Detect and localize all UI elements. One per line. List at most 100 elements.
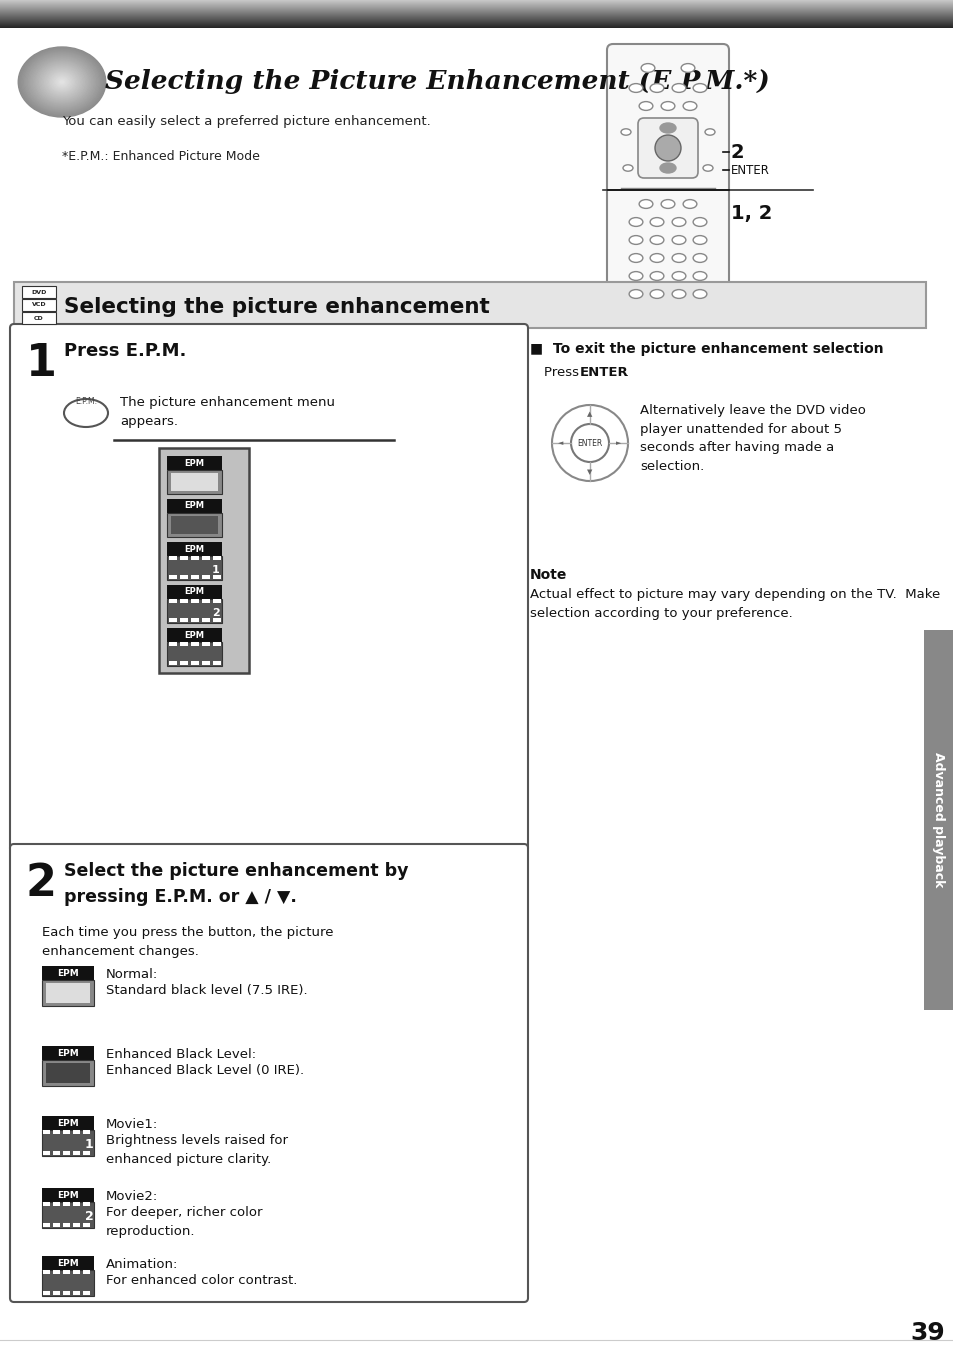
Bar [53, 1291, 60, 1295]
Bar [171, 473, 218, 491]
Ellipse shape [628, 84, 642, 93]
Ellipse shape [659, 163, 676, 173]
Ellipse shape [628, 236, 642, 244]
Ellipse shape [693, 217, 706, 226]
Ellipse shape [52, 74, 71, 90]
Text: EPM: EPM [184, 588, 204, 597]
Bar [42, 1046, 94, 1060]
Circle shape [655, 135, 680, 160]
Ellipse shape [23, 51, 101, 113]
Bar [73, 1223, 80, 1227]
Bar [202, 576, 210, 580]
Text: ■  To exit the picture enhancement selection: ■ To exit the picture enhancement select… [530, 342, 882, 356]
Bar [63, 1202, 70, 1206]
Ellipse shape [640, 63, 654, 73]
Text: EPM: EPM [57, 1190, 79, 1200]
Bar [63, 1130, 70, 1134]
Text: Normal:: Normal: [106, 968, 158, 981]
Ellipse shape [42, 66, 82, 98]
Bar [159, 448, 249, 673]
Ellipse shape [659, 123, 676, 133]
Text: ▲: ▲ [587, 411, 592, 417]
Ellipse shape [55, 77, 69, 88]
Ellipse shape [672, 253, 685, 263]
Ellipse shape [660, 200, 674, 209]
Bar [180, 555, 188, 559]
Ellipse shape [32, 58, 91, 106]
Bar [202, 599, 210, 603]
Text: Select the picture enhancement by
pressing E.P.M. or ▲ / ▼.: Select the picture enhancement by pressi… [64, 861, 408, 906]
Text: EPM: EPM [184, 631, 204, 639]
Ellipse shape [19, 49, 105, 116]
Text: The picture enhancement menu
appears.: The picture enhancement menu appears. [120, 396, 335, 427]
Ellipse shape [22, 50, 102, 115]
Ellipse shape [61, 81, 63, 84]
Bar [83, 1130, 90, 1134]
Ellipse shape [39, 63, 85, 100]
Text: Actual effect to picture may vary depending on the TV.  Make
selection according: Actual effect to picture may vary depend… [530, 588, 940, 620]
Text: ►: ► [616, 439, 621, 446]
Bar [167, 456, 222, 470]
Text: EPM: EPM [57, 1119, 79, 1127]
Bar [83, 1223, 90, 1227]
FancyBboxPatch shape [606, 44, 728, 315]
Bar [202, 661, 210, 665]
Bar [180, 617, 188, 621]
Bar [42, 1188, 94, 1202]
Ellipse shape [628, 271, 642, 280]
Ellipse shape [38, 63, 86, 101]
Text: ENTER: ENTER [577, 438, 602, 448]
Bar [42, 980, 94, 1006]
Text: ▼: ▼ [587, 469, 592, 474]
Text: EPM: EPM [57, 1259, 79, 1267]
Ellipse shape [59, 80, 65, 84]
Bar [46, 1064, 90, 1082]
Bar [191, 642, 199, 646]
Text: .: . [624, 367, 628, 379]
Bar [83, 1291, 90, 1295]
Text: EPM: EPM [184, 501, 204, 511]
FancyBboxPatch shape [10, 844, 527, 1302]
Bar [83, 1202, 90, 1206]
Text: ENTER: ENTER [579, 367, 628, 379]
Bar [42, 967, 94, 980]
Ellipse shape [682, 200, 696, 209]
Ellipse shape [693, 236, 706, 244]
Bar [169, 617, 177, 621]
Text: Advanced playback: Advanced playback [931, 752, 944, 888]
Bar [191, 617, 199, 621]
Ellipse shape [50, 71, 74, 92]
Bar [202, 555, 210, 559]
Ellipse shape [628, 253, 642, 263]
Text: CD: CD [34, 315, 44, 321]
Text: 2: 2 [26, 861, 57, 905]
Ellipse shape [64, 399, 108, 427]
Ellipse shape [54, 75, 70, 88]
Bar [202, 617, 210, 621]
Ellipse shape [628, 217, 642, 226]
Ellipse shape [49, 71, 75, 93]
Text: ENTER: ENTER [730, 163, 769, 177]
Ellipse shape [680, 63, 694, 73]
Bar [191, 576, 199, 580]
Text: For enhanced color contrast.: For enhanced color contrast. [106, 1274, 297, 1287]
Bar [169, 661, 177, 665]
Bar [167, 542, 222, 555]
Bar [169, 599, 177, 603]
Bar [43, 1151, 50, 1155]
Bar [22, 286, 56, 298]
Bar [167, 470, 222, 493]
Ellipse shape [37, 62, 87, 102]
Bar [73, 1202, 80, 1206]
Bar [73, 1130, 80, 1134]
Text: *E.P.M.: Enhanced Picture Mode: *E.P.M.: Enhanced Picture Mode [62, 150, 259, 163]
Ellipse shape [29, 55, 95, 109]
Text: Movie1:: Movie1: [106, 1117, 158, 1131]
Ellipse shape [30, 57, 94, 108]
Bar [213, 661, 221, 665]
Ellipse shape [33, 59, 91, 105]
Bar [83, 1151, 90, 1155]
Bar [923, 630, 953, 1010]
Text: Selecting the picture enhancement: Selecting the picture enhancement [64, 297, 489, 317]
Text: DVD: DVD [31, 290, 47, 294]
